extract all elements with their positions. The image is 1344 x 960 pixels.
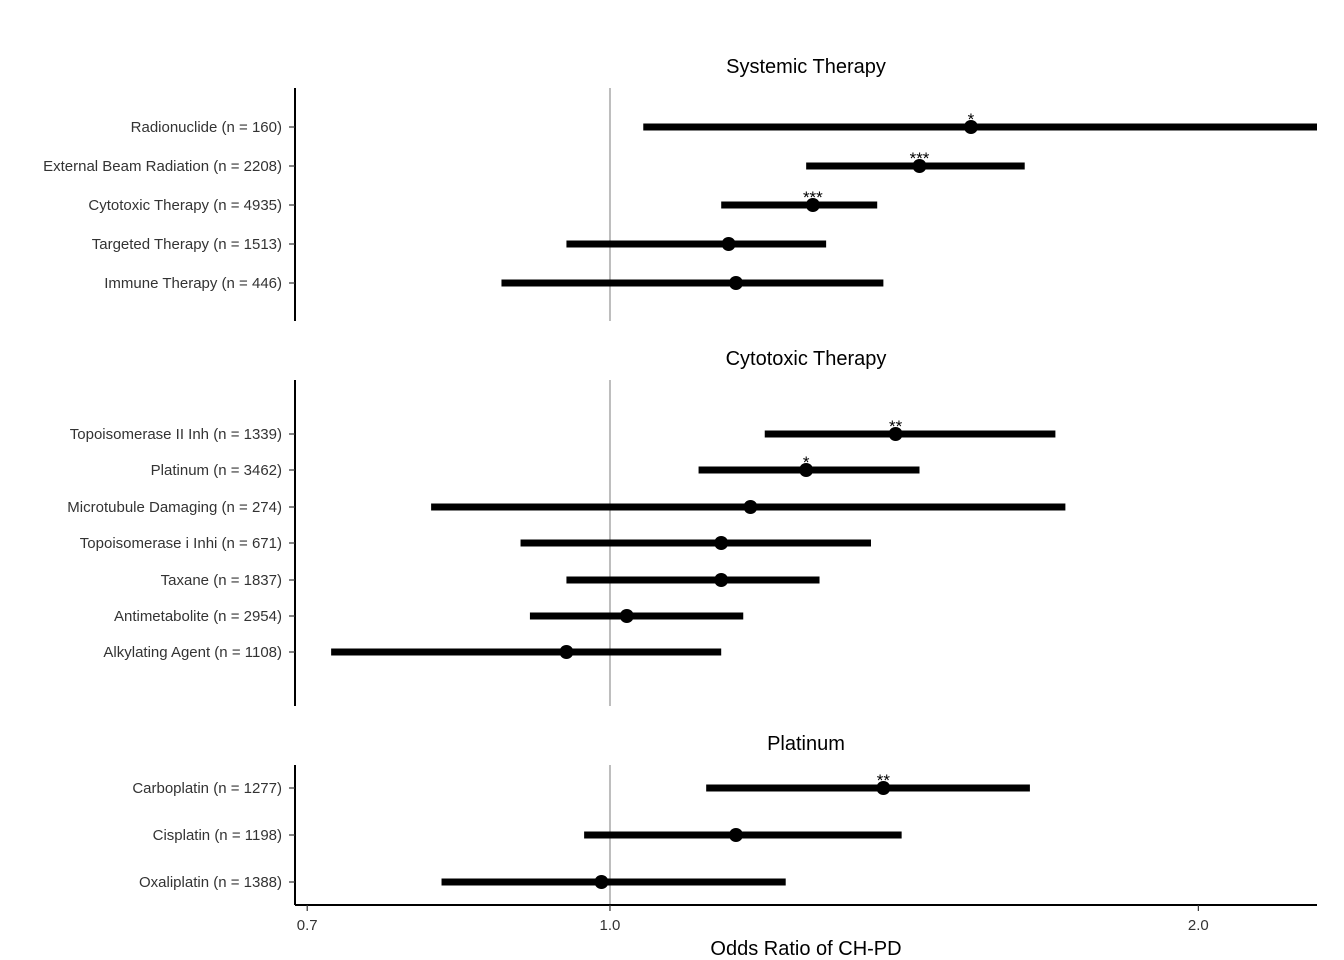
- point-estimate: [963, 120, 978, 134]
- x-tick-label: 0.7: [297, 917, 318, 934]
- panel-title: Cytotoxic Therapy: [726, 348, 887, 370]
- point-estimate: [888, 427, 903, 441]
- significance-label: **: [889, 417, 903, 436]
- panel-title: Systemic Therapy: [726, 56, 886, 78]
- row-label: Carboplatin (n = 1277): [132, 780, 282, 797]
- point-estimate: [559, 645, 574, 659]
- row-label: Antimetabolite (n = 2954): [114, 608, 282, 625]
- x-tick-label: 2.0: [1188, 917, 1209, 934]
- row-label: External Beam Radiation (n = 2208): [43, 158, 282, 175]
- significance-label: **: [877, 771, 891, 790]
- point-estimate: [728, 276, 743, 290]
- panel-title: Platinum: [767, 733, 845, 755]
- point-estimate: [619, 609, 634, 623]
- row-label: Microtubule Damaging (n = 274): [67, 499, 282, 516]
- point-estimate: [594, 875, 609, 889]
- significance-label: *: [968, 110, 975, 129]
- point-estimate: [728, 828, 743, 842]
- point-estimate: [714, 536, 729, 550]
- row-label: Immune Therapy (n = 446): [104, 275, 282, 292]
- significance-label: ***: [910, 149, 930, 168]
- point-estimate: [876, 781, 891, 795]
- point-estimate: [743, 500, 758, 514]
- row-label: Cisplatin (n = 1198): [153, 827, 282, 844]
- x-tick-label: 1.0: [600, 917, 621, 934]
- significance-label: ***: [803, 188, 823, 207]
- point-estimate: [912, 159, 927, 173]
- row-label: Topoisomerase II Inh (n = 1339): [70, 426, 282, 443]
- point-estimate: [721, 237, 736, 251]
- row-label: Targeted Therapy (n = 1513): [92, 236, 282, 253]
- row-label: Oxaliplatin (n = 1388): [139, 874, 282, 891]
- significance-label: *: [803, 453, 810, 472]
- row-label: Alkylating Agent (n = 1108): [103, 644, 282, 661]
- row-label: Radionuclide (n = 160): [131, 119, 282, 136]
- x-axis-label: Odds Ratio of CH-PD: [710, 938, 901, 960]
- row-label: Cytotoxic Therapy (n = 4935): [88, 197, 282, 214]
- row-label: Platinum (n = 3462): [151, 462, 282, 479]
- point-estimate: [799, 463, 814, 477]
- point-estimate: [714, 573, 729, 587]
- row-label: Topoisomerase i Inhi (n = 671): [80, 535, 282, 552]
- point-estimate: [805, 198, 820, 212]
- row-label: Taxane (n = 1837): [161, 572, 282, 589]
